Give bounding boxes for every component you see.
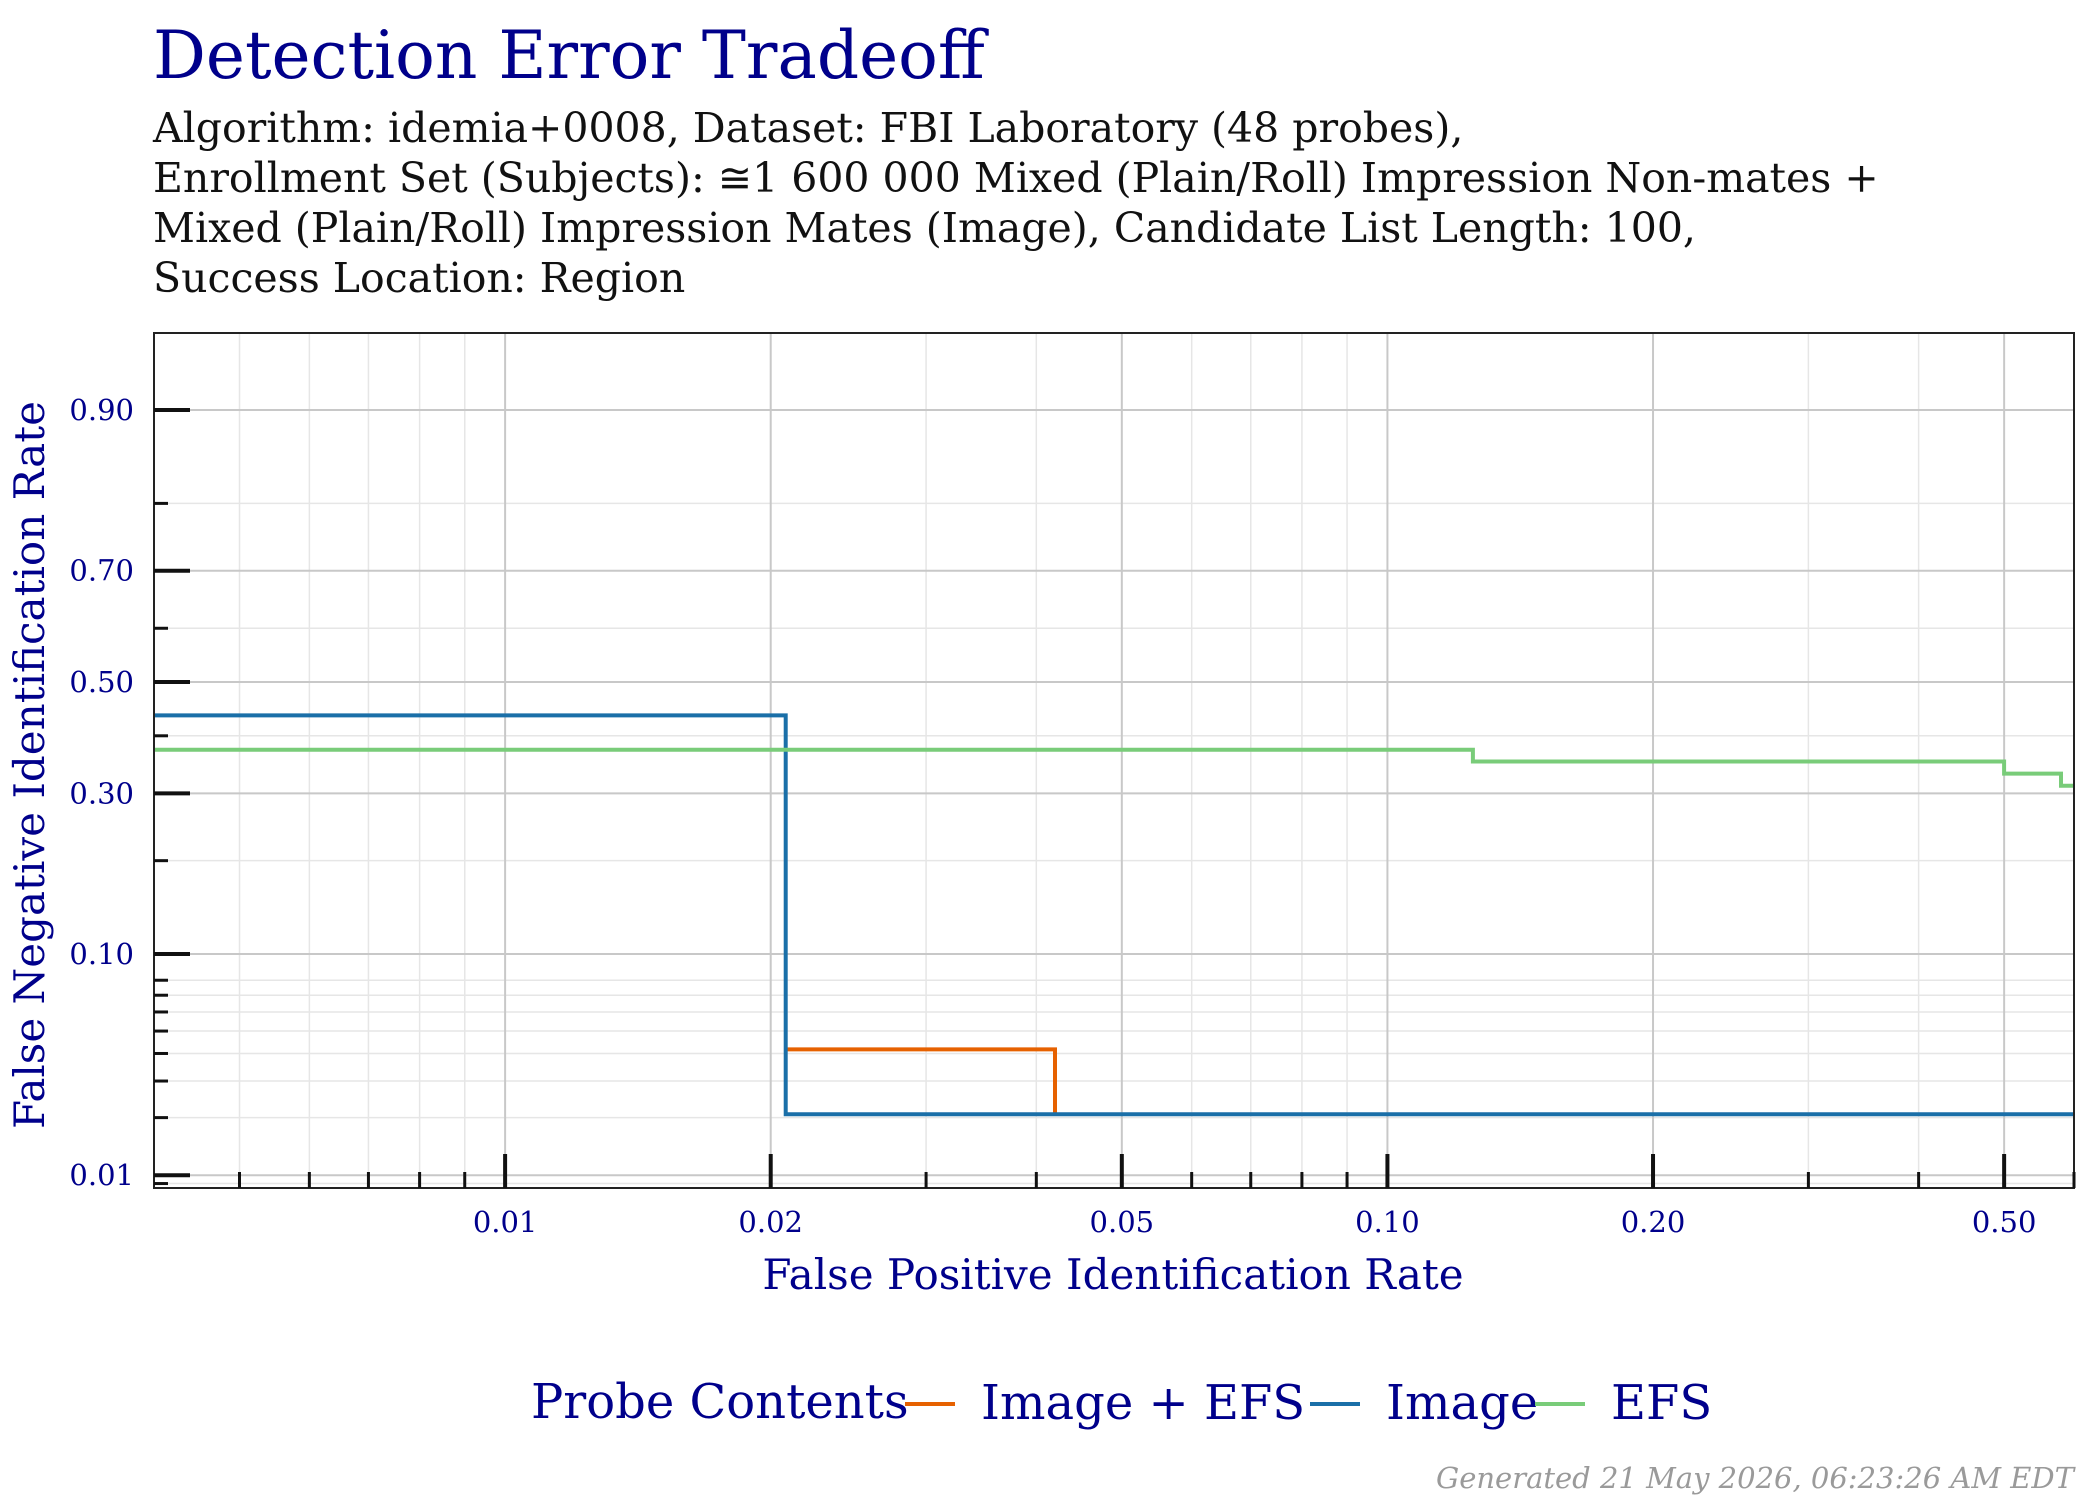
legend-label: EFS bbox=[1611, 1375, 1712, 1431]
y-tick-labels: 0.01 0.10 0.30 0.50 0.70 0.90 bbox=[69, 393, 134, 1192]
subtitle-line-1: Algorithm: idemia+0008, Dataset: FBI Lab… bbox=[152, 104, 1463, 152]
x-tick-label: 0.02 bbox=[738, 1205, 803, 1239]
chart-title: Detection Error Tradeoff bbox=[153, 17, 989, 94]
subtitle-line-4: Success Location: Region bbox=[153, 254, 685, 302]
y-tick-label: 0.50 bbox=[69, 665, 134, 699]
generated-timestamp: Generated 21 May 2026, 06:23:26 AM EDT bbox=[1436, 1461, 2077, 1495]
axis-ticks bbox=[154, 408, 2076, 1188]
legend-item: Image + EFS bbox=[905, 1375, 1305, 1431]
plot-series bbox=[154, 713, 2074, 1117]
legend-title: Probe Contents bbox=[531, 1374, 909, 1430]
plot-frame bbox=[153, 332, 2075, 1189]
subtitle-line-3: Mixed (Plain/Roll) Impression Mates (Ima… bbox=[153, 204, 1696, 252]
series-line-1 bbox=[154, 713, 2074, 1117]
y-tick-label: 0.70 bbox=[69, 554, 134, 588]
x-tick-labels: 0.01 0.02 0.05 0.10 0.20 0.50 bbox=[473, 1205, 2037, 1239]
legend-label: Image + EFS bbox=[981, 1375, 1305, 1431]
legend-item: Image bbox=[1310, 1375, 1538, 1431]
legend: Probe Contents Image + EFS Image EFS bbox=[531, 1374, 1712, 1431]
x-tick-label: 0.10 bbox=[1355, 1205, 1420, 1239]
y-tick-label: 0.10 bbox=[69, 937, 134, 971]
y-axis-title: False Negative Identification Rate bbox=[5, 401, 54, 1129]
subtitle-line-2: Enrollment Set (Subjects): ≅1 600 000 Mi… bbox=[153, 154, 1879, 202]
x-tick-label: 0.05 bbox=[1090, 1205, 1155, 1239]
x-tick-label: 0.20 bbox=[1621, 1205, 1686, 1239]
legend-items: Image + EFS Image EFS bbox=[905, 1375, 1712, 1431]
legend-label: Image bbox=[1386, 1375, 1538, 1431]
y-tick-label: 0.30 bbox=[69, 776, 134, 810]
y-tick-label: 0.90 bbox=[69, 393, 134, 427]
series-line-2 bbox=[154, 747, 2074, 788]
legend-item: EFS bbox=[1535, 1375, 1712, 1431]
x-tick-label: 0.50 bbox=[1972, 1205, 2037, 1239]
chart-subtitle: Algorithm: idemia+0008, Dataset: FBI Lab… bbox=[152, 104, 1879, 302]
series-line-0 bbox=[785, 1047, 1057, 1115]
x-axis-title: False Positive Identification Rate bbox=[762, 1250, 1463, 1299]
x-tick-label: 0.01 bbox=[473, 1205, 538, 1239]
y-tick-label: 0.01 bbox=[69, 1158, 134, 1192]
